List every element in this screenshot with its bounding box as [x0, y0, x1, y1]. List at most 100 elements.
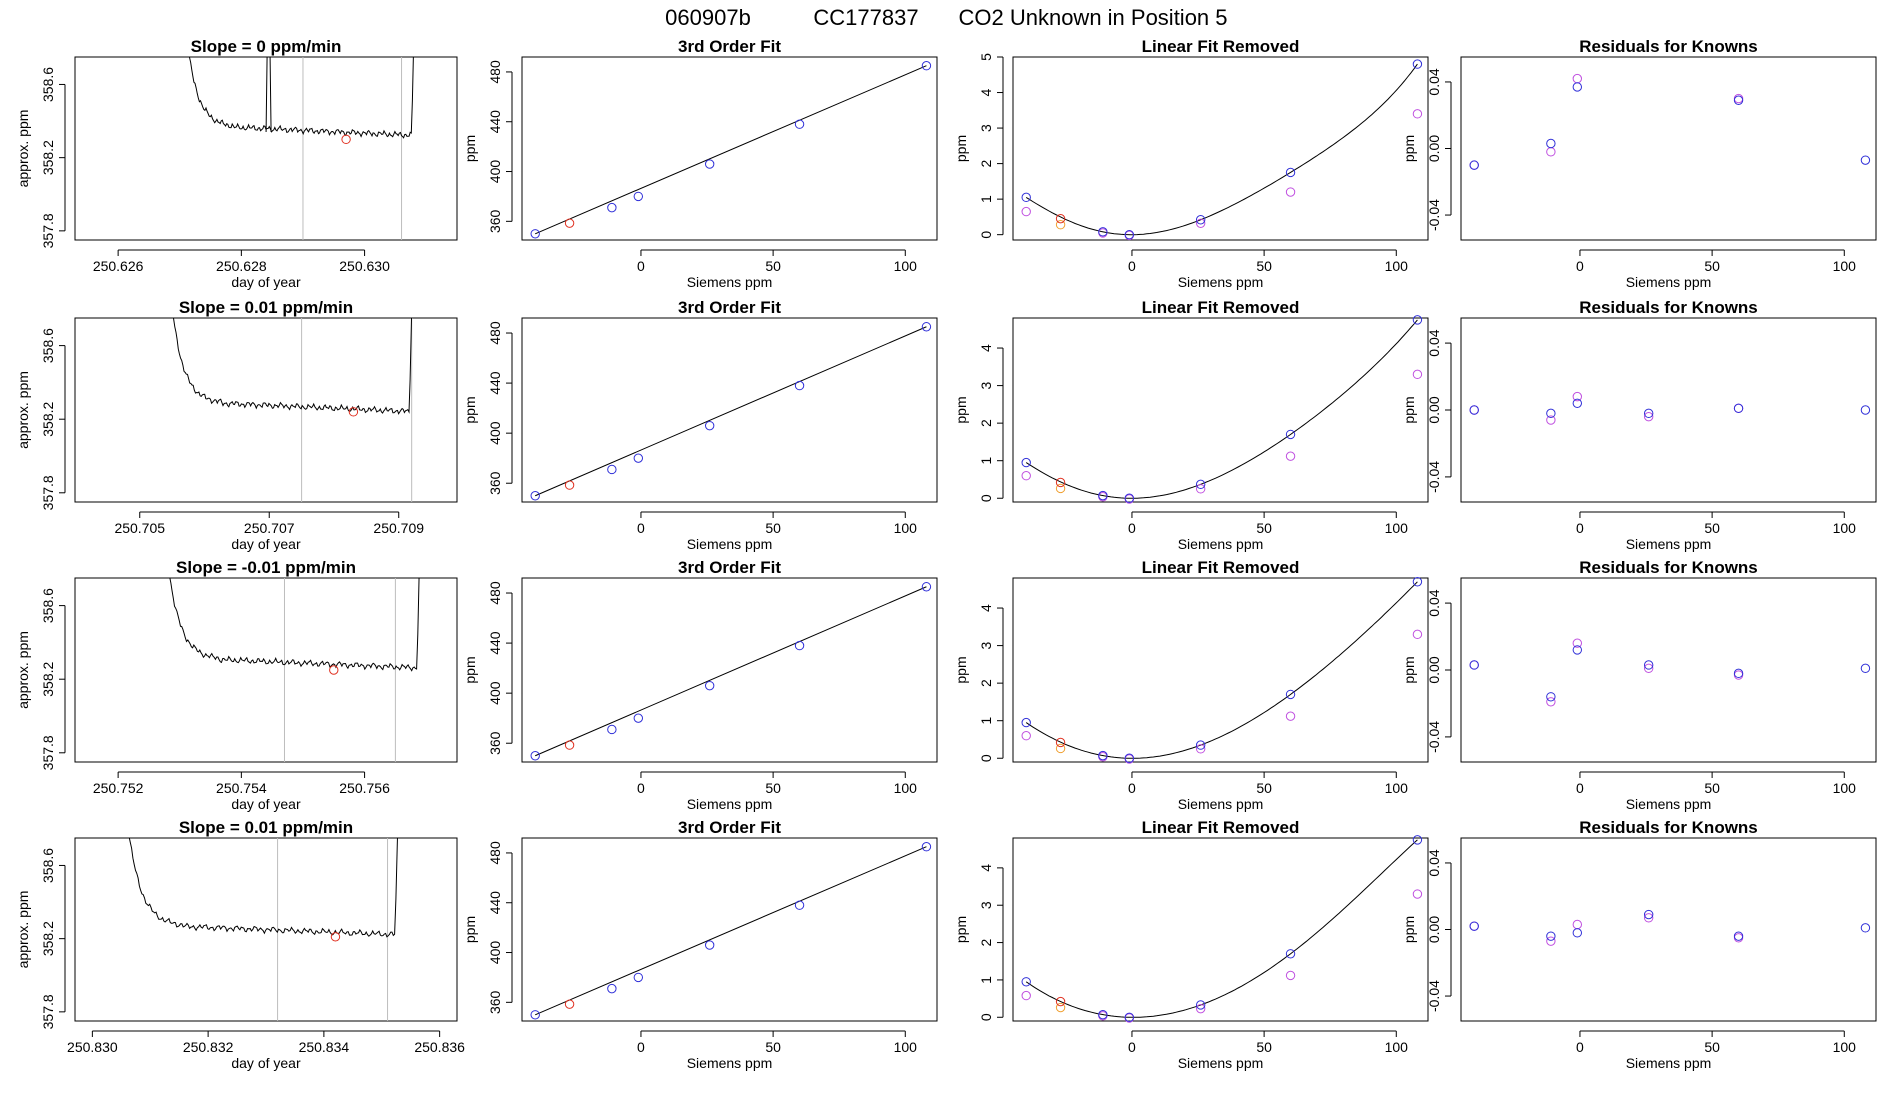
y-tick-label: 4 — [978, 344, 994, 352]
y-axis-label: ppm — [462, 135, 478, 162]
detector-trace — [128, 838, 398, 938]
x-axis-label: Siemens ppm — [687, 1055, 773, 1071]
y-axis-label: ppm — [1401, 396, 1417, 423]
y-tick-label: 480 — [487, 841, 503, 865]
x-tick-label: 50 — [1256, 258, 1272, 274]
standard-point — [704, 680, 715, 691]
detector-trace — [172, 318, 413, 415]
previous-fit-point — [1412, 889, 1423, 899]
x-tick-label: 50 — [1704, 258, 1720, 274]
y-tick-label: 2 — [978, 679, 994, 687]
x-tick-label: 50 — [1704, 520, 1720, 536]
plot-frame — [1012, 837, 1429, 1022]
standard-point — [1195, 1000, 1206, 1010]
residual-curve — [1025, 581, 1418, 759]
y-axis-label: ppm — [953, 396, 969, 423]
panel-title: Residuals for Knowns — [1579, 818, 1758, 837]
x-tick-label: 100 — [1385, 520, 1409, 536]
y-tick-label: 1 — [978, 195, 994, 203]
x-tick-label: 0 — [637, 780, 645, 796]
previous-fit-point — [1195, 484, 1206, 494]
y-tick-label: 360 — [487, 731, 503, 755]
x-tick-label: 0 — [1128, 780, 1136, 796]
y-tick-label: 358.6 — [40, 328, 56, 363]
standard-point — [1021, 457, 1031, 468]
x-tick-label: 0 — [637, 1039, 645, 1055]
residual-point — [1572, 645, 1583, 655]
plot-frame — [74, 577, 458, 763]
title-run-id: 060907b — [665, 5, 751, 30]
standard-point — [1285, 429, 1296, 440]
y-tick-label: 400 — [487, 421, 503, 445]
previous-fit-point — [1021, 990, 1031, 1001]
panel-title: Residuals for Knowns — [1579, 298, 1758, 317]
fit-curve — [535, 846, 927, 1016]
x-tick-label: 100 — [1385, 1039, 1409, 1055]
y-tick-label: 358.6 — [40, 67, 56, 102]
previous-fit-point — [1285, 187, 1296, 197]
linear-removed-panel: Linear Fit Removed Siemens ppm ppm 0 50 100 0 1… — [953, 37, 1429, 290]
standard-point — [607, 724, 617, 735]
x-tick-label: 100 — [1833, 520, 1857, 536]
detector-trace — [169, 578, 420, 672]
y-tick-label: 357.8 — [40, 994, 56, 1029]
x-axis-label: Siemens ppm — [1626, 274, 1712, 290]
residual-point — [1860, 923, 1871, 933]
standard-point — [921, 842, 932, 852]
plot-frame — [74, 56, 458, 241]
figure-title: 060907b CC177837 CO2 Unknown in Position… — [665, 5, 1227, 30]
y-tick-label: 400 — [487, 941, 503, 965]
y-axis-label: approx. ppm — [15, 891, 31, 969]
residual-point — [1733, 403, 1744, 414]
y-tick-label: 0.04 — [1426, 589, 1442, 616]
unknown-previous-point — [1055, 220, 1066, 230]
unknown-point — [564, 480, 575, 490]
standard-point — [1195, 740, 1206, 750]
y-axis-label: approx. ppm — [15, 631, 31, 709]
standard-point — [1285, 689, 1296, 700]
x-axis-label: day of year — [231, 1055, 301, 1071]
standard-point — [530, 491, 540, 501]
previous-fit-point — [1285, 711, 1296, 721]
standard-point — [921, 61, 932, 71]
sample-point-marker — [341, 134, 351, 145]
x-axis-label: Siemens ppm — [1626, 536, 1712, 552]
trace-plot-area — [172, 318, 413, 502]
fit-panel: 3rd Order Fit Siemens ppm ppm 0 50 100 360 400 4… — [462, 558, 938, 812]
standard-point — [633, 191, 644, 202]
panel-title: 3rd Order Fit — [678, 558, 781, 577]
residual-point — [1546, 138, 1556, 149]
panel-title: Residuals for Knowns — [1579, 37, 1758, 56]
trace-panel: Slope = 0 ppm/min day of year approx. ppm 2… — [15, 37, 458, 290]
x-tick-label: 250.830 — [67, 1039, 118, 1055]
x-tick-label: 0 — [1576, 1039, 1584, 1055]
residual-point — [1469, 405, 1479, 415]
unknown-point — [1055, 477, 1066, 488]
x-tick-label: 250.628 — [216, 258, 267, 274]
standard-point — [921, 582, 932, 592]
unknown-previous-point — [1055, 743, 1066, 754]
standard-point — [1412, 577, 1423, 587]
y-tick-label: 400 — [487, 681, 503, 705]
y-tick-label: 0.00 — [1426, 396, 1442, 423]
unknown-point — [1055, 213, 1066, 224]
residual-point — [1469, 660, 1479, 670]
residual-point — [1469, 921, 1479, 931]
y-axis-label: ppm — [1401, 656, 1417, 683]
residual-point — [1860, 663, 1871, 674]
y-tick-label: 1 — [978, 457, 994, 465]
x-tick-label: 50 — [765, 780, 781, 796]
plot-frame — [74, 317, 458, 503]
y-axis-label: ppm — [1401, 916, 1417, 943]
residual-curve — [1025, 839, 1418, 1018]
x-axis-label: Siemens ppm — [1178, 274, 1264, 290]
x-tick-label: 250.834 — [299, 1039, 350, 1055]
y-tick-label: 360 — [487, 209, 503, 233]
standard-point — [794, 900, 805, 910]
x-tick-label: 250.630 — [339, 258, 390, 274]
sample-point-marker — [330, 932, 341, 942]
previous-fit-point — [1412, 109, 1423, 119]
trace-spike — [265, 57, 272, 133]
y-tick-label: 1 — [978, 976, 994, 984]
unknown-previous-point — [1055, 1002, 1066, 1013]
